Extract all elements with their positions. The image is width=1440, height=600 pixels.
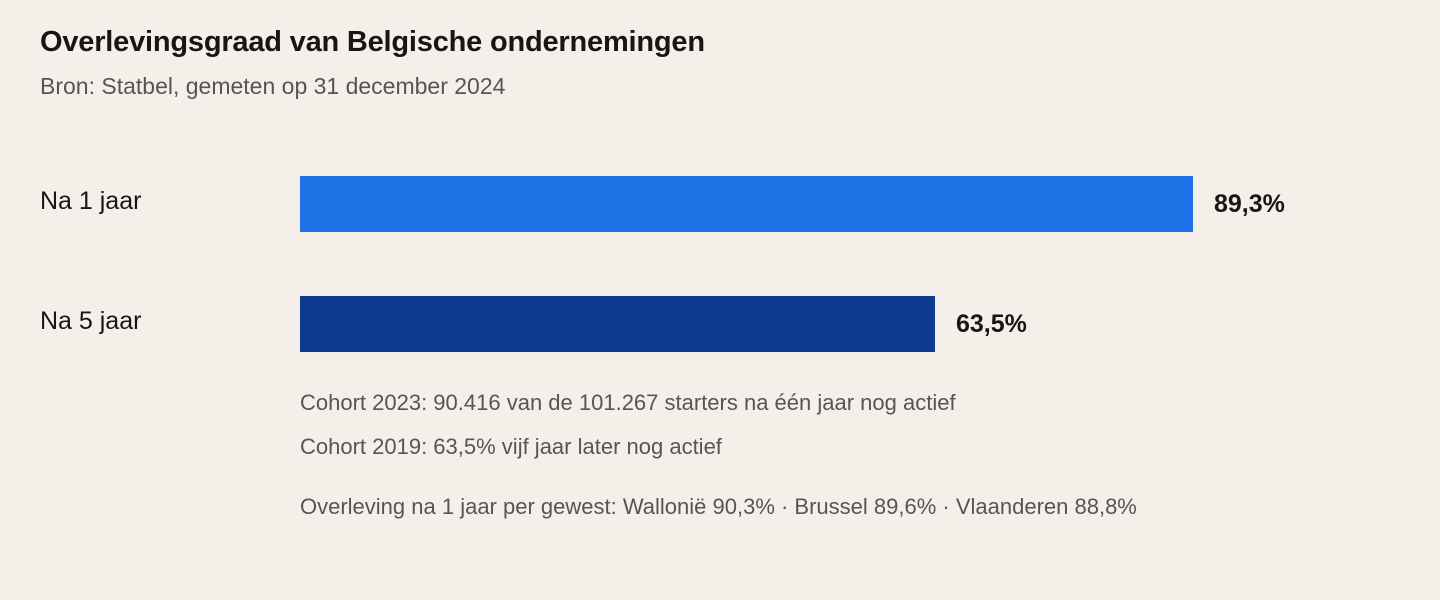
bar-1-year: [300, 176, 1193, 232]
value-label-1-year: 89,3%: [1214, 190, 1285, 218]
value-label-5-year: 63,5%: [956, 310, 1027, 338]
chart-subtitle: Bron: Statbel, gemeten op 31 december 20…: [40, 73, 506, 99]
note-cohort-2023: Cohort 2023: 90.416 van de 101.267 start…: [300, 390, 956, 415]
category-label-1-year: Na 1 jaar: [40, 187, 142, 215]
note-cohort-2019: Cohort 2019: 63,5% vijf jaar later nog a…: [300, 434, 722, 459]
note-regions: Overleving na 1 jaar per gewest: Walloni…: [300, 494, 1137, 519]
bar-5-year: [300, 296, 935, 352]
category-label-5-year: Na 5 jaar: [40, 307, 142, 335]
chart-title: Overlevingsgraad van Belgische ondernemi…: [40, 26, 705, 58]
